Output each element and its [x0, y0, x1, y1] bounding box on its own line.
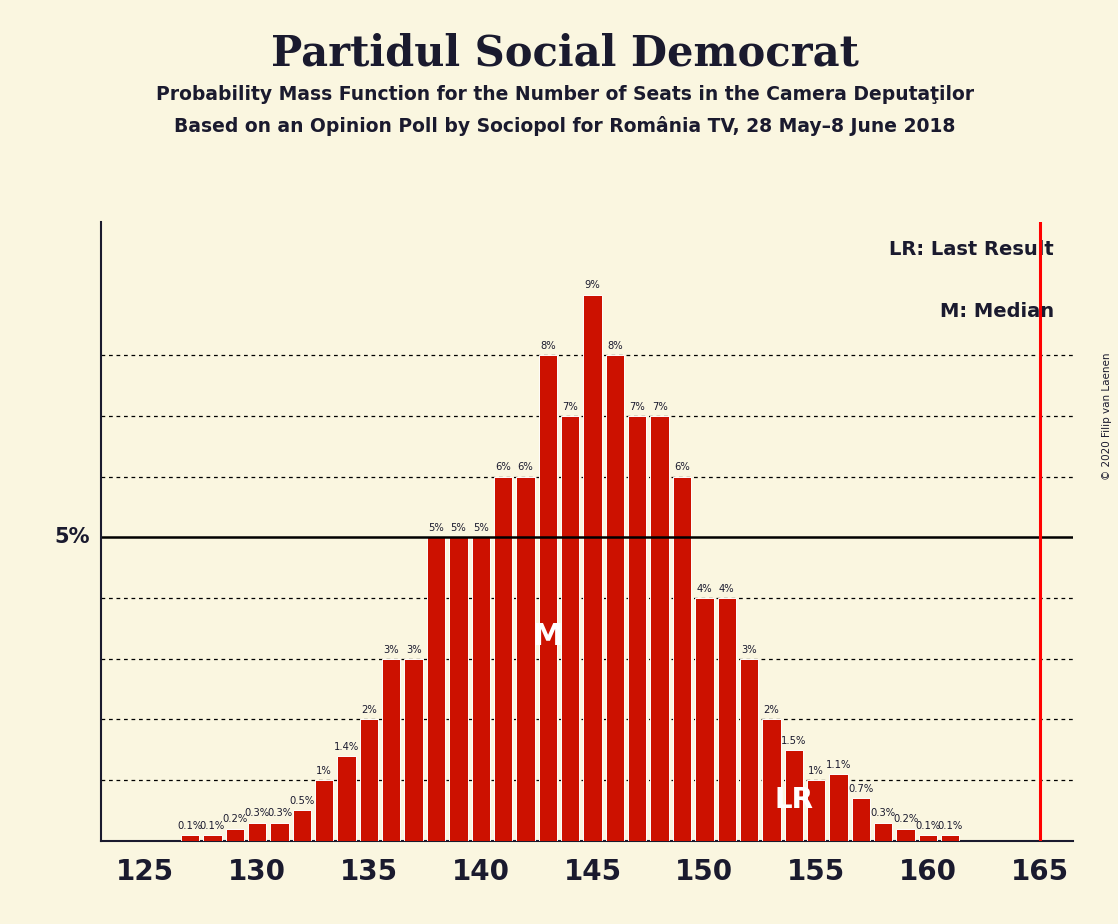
- Text: Based on an Opinion Poll by Sociopol for România TV, 28 May–8 June 2018: Based on an Opinion Poll by Sociopol for…: [174, 116, 955, 137]
- Text: 5%: 5%: [473, 523, 489, 533]
- Bar: [584, 295, 601, 841]
- Bar: [203, 834, 221, 841]
- Text: 1.4%: 1.4%: [334, 742, 359, 751]
- Bar: [517, 477, 534, 841]
- Text: © 2020 Filip van Laenen: © 2020 Filip van Laenen: [1102, 352, 1112, 480]
- Bar: [830, 774, 847, 841]
- Text: Probability Mass Function for the Number of Seats in the Camera Deputaţilor: Probability Mass Function for the Number…: [155, 85, 974, 104]
- Text: 4%: 4%: [697, 584, 712, 594]
- Text: 0.1%: 0.1%: [178, 821, 202, 831]
- Bar: [271, 822, 288, 841]
- Text: 2%: 2%: [764, 705, 779, 715]
- Bar: [315, 780, 333, 841]
- Text: 1%: 1%: [808, 766, 824, 776]
- Text: 7%: 7%: [652, 402, 667, 412]
- Bar: [941, 834, 959, 841]
- Text: 8%: 8%: [607, 341, 623, 351]
- Text: 5%: 5%: [54, 528, 89, 547]
- Bar: [472, 538, 490, 841]
- Text: 5%: 5%: [451, 523, 466, 533]
- Text: M: Median: M: Median: [940, 302, 1054, 322]
- Bar: [852, 798, 870, 841]
- Text: 9%: 9%: [585, 280, 600, 290]
- Text: 1.1%: 1.1%: [826, 760, 851, 770]
- Bar: [449, 538, 467, 841]
- Text: 0.5%: 0.5%: [290, 796, 314, 807]
- Text: 0.1%: 0.1%: [938, 821, 963, 831]
- Bar: [919, 834, 937, 841]
- Bar: [561, 416, 579, 841]
- Bar: [673, 477, 691, 841]
- Bar: [897, 829, 915, 841]
- Bar: [718, 598, 736, 841]
- Bar: [181, 834, 199, 841]
- Bar: [874, 822, 892, 841]
- Text: 5%: 5%: [428, 523, 444, 533]
- Bar: [360, 720, 378, 841]
- Bar: [651, 416, 669, 841]
- Text: M: M: [532, 623, 563, 651]
- Text: Partidul Social Democrat: Partidul Social Democrat: [271, 32, 859, 74]
- Bar: [628, 416, 646, 841]
- Text: 2%: 2%: [361, 705, 377, 715]
- Text: 4%: 4%: [719, 584, 735, 594]
- Text: 0.1%: 0.1%: [916, 821, 940, 831]
- Text: 0.7%: 0.7%: [849, 784, 873, 794]
- Text: 1%: 1%: [316, 766, 332, 776]
- Bar: [226, 829, 244, 841]
- Text: 8%: 8%: [540, 341, 556, 351]
- Bar: [293, 810, 311, 841]
- Bar: [807, 780, 825, 841]
- Text: 0.1%: 0.1%: [200, 821, 225, 831]
- Bar: [785, 749, 803, 841]
- Bar: [405, 659, 423, 841]
- Bar: [762, 720, 780, 841]
- Bar: [382, 659, 400, 841]
- Bar: [695, 598, 713, 841]
- Text: 6%: 6%: [495, 462, 511, 472]
- Text: 7%: 7%: [562, 402, 578, 412]
- Text: 0.2%: 0.2%: [893, 814, 918, 824]
- Text: 3%: 3%: [741, 645, 757, 654]
- Bar: [248, 822, 266, 841]
- Text: 3%: 3%: [406, 645, 421, 654]
- Text: 0.3%: 0.3%: [871, 808, 896, 819]
- Text: 1.5%: 1.5%: [781, 736, 806, 746]
- Bar: [606, 356, 624, 841]
- Text: 6%: 6%: [518, 462, 533, 472]
- Bar: [427, 538, 445, 841]
- Bar: [494, 477, 512, 841]
- Text: 6%: 6%: [674, 462, 690, 472]
- Bar: [740, 659, 758, 841]
- Bar: [539, 356, 557, 841]
- Text: 0.2%: 0.2%: [222, 814, 247, 824]
- Text: LR: LR: [775, 786, 813, 814]
- Text: LR: Last Result: LR: Last Result: [889, 240, 1054, 260]
- Text: 7%: 7%: [629, 402, 645, 412]
- Text: 0.3%: 0.3%: [267, 808, 292, 819]
- Bar: [338, 756, 356, 841]
- Text: 0.3%: 0.3%: [245, 808, 269, 819]
- Text: 3%: 3%: [383, 645, 399, 654]
